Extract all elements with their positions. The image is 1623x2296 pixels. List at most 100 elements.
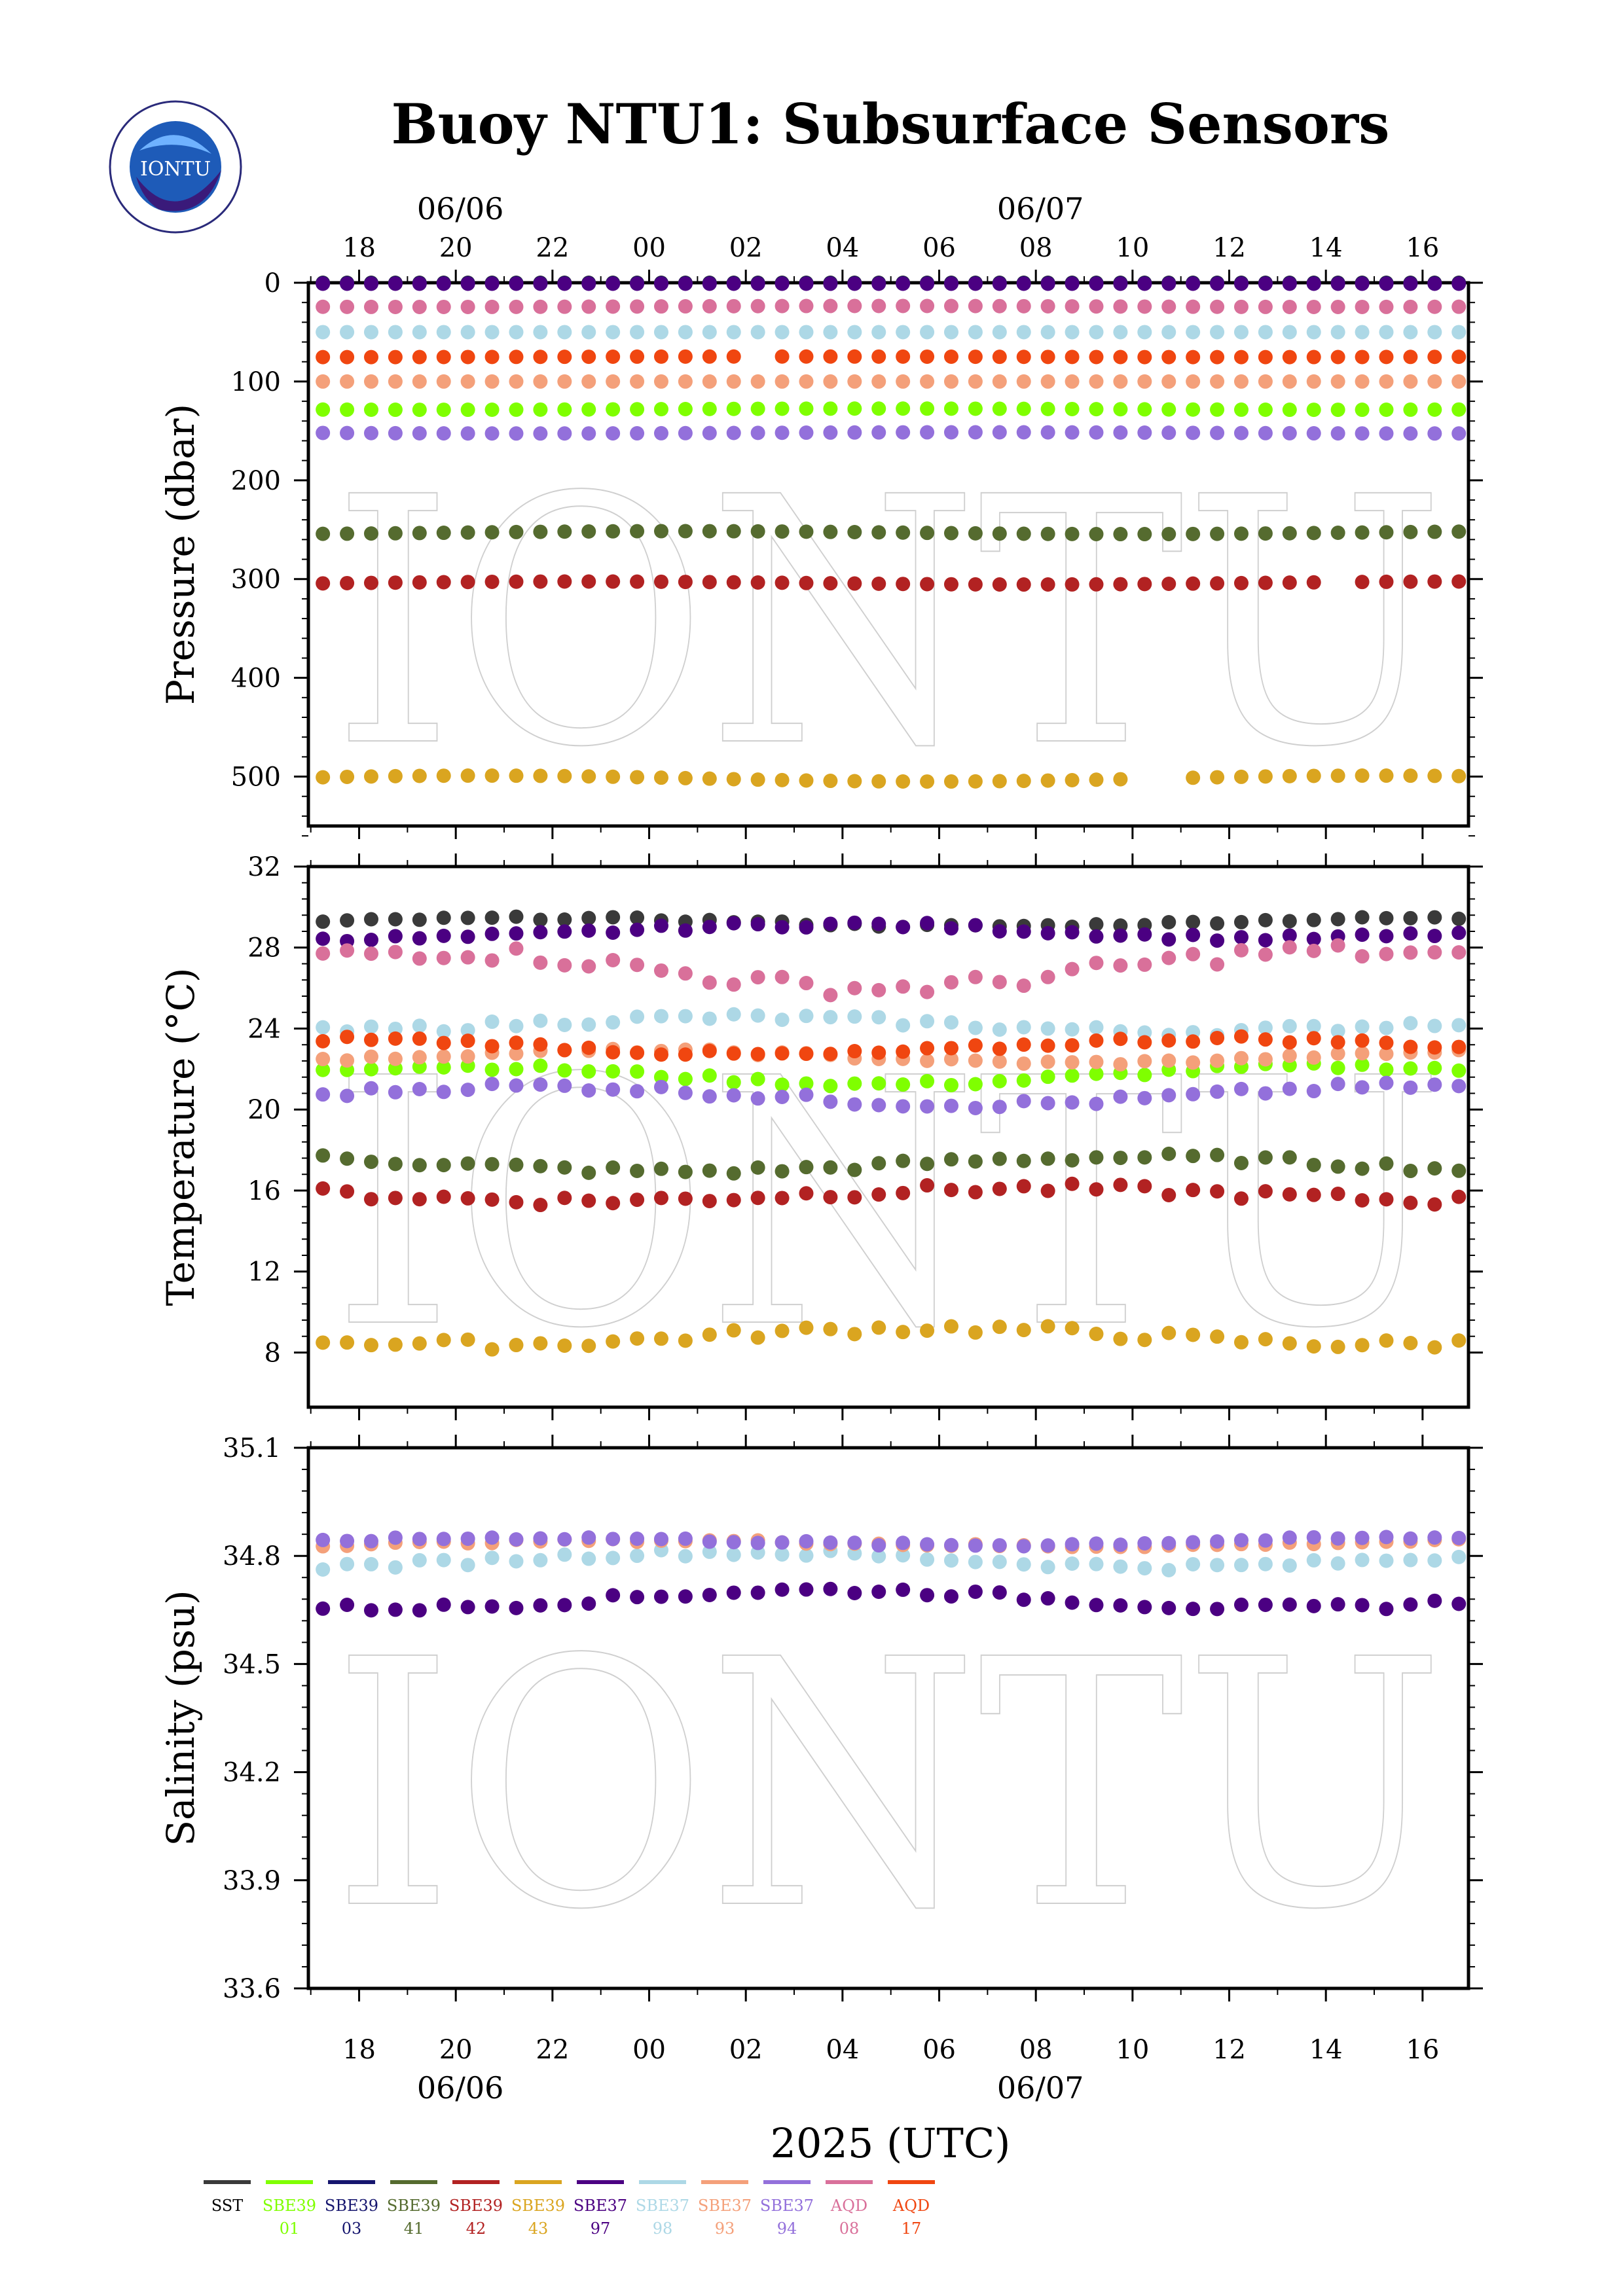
data-point (436, 1049, 451, 1064)
data-point (1089, 1182, 1104, 1197)
watermark-text: IONTU (332, 1006, 1445, 1403)
data-point (653, 574, 668, 589)
data-point (1161, 1053, 1176, 1068)
data-point (1258, 350, 1273, 365)
data-point (581, 350, 596, 365)
data-point (1233, 325, 1249, 340)
data-point (943, 1052, 958, 1067)
data-point (1016, 1592, 1031, 1607)
data-point (1233, 1155, 1249, 1170)
data-point (1258, 325, 1273, 340)
data-point (775, 298, 790, 314)
data-point (1040, 1096, 1055, 1111)
data-point (1306, 931, 1321, 946)
data-point (1065, 1022, 1080, 1037)
data-point (871, 525, 886, 540)
data-point (1258, 1332, 1273, 1347)
data-point (606, 1160, 621, 1175)
data-point (581, 574, 596, 589)
data-point (1258, 933, 1273, 948)
data-point (847, 1097, 862, 1112)
data-point (484, 1599, 500, 1614)
data-point (1040, 1021, 1055, 1036)
data-point (678, 1047, 693, 1062)
data-point (436, 1597, 451, 1612)
data-point (943, 374, 958, 389)
data-point (943, 401, 958, 416)
data-point (412, 768, 427, 783)
data-point (1282, 299, 1297, 314)
data-point (799, 1582, 814, 1597)
data-point (316, 1181, 331, 1196)
data-point (412, 403, 427, 418)
data-point (653, 1069, 668, 1085)
data-point (484, 374, 500, 389)
data-point (316, 1601, 331, 1616)
data-point (896, 1099, 911, 1114)
data-point (678, 401, 693, 416)
data-point (1040, 1038, 1055, 1053)
data-point (557, 524, 572, 539)
data-point (484, 1014, 500, 1030)
data-point (606, 925, 621, 941)
data-point (726, 401, 741, 416)
data-point (412, 1192, 427, 1207)
data-point (1282, 425, 1297, 440)
data-point (1065, 1068, 1080, 1083)
data-point (436, 374, 451, 389)
data-point (726, 374, 741, 389)
watermark-text: IONTU (332, 1587, 1445, 1984)
x-tick-label-top: 12 (1213, 233, 1246, 263)
y-tick-label: 200 (231, 466, 281, 496)
data-point (678, 374, 693, 389)
data-point (726, 524, 741, 539)
data-point (1016, 325, 1031, 340)
data-point (606, 910, 621, 925)
data-point (436, 350, 451, 365)
data-point (1282, 1558, 1297, 1573)
data-point (992, 1538, 1007, 1553)
data-point (1282, 374, 1297, 389)
y-tick-label: 34.5 (223, 1649, 281, 1679)
x-tick-label-bottom: 08 (1019, 2035, 1053, 2065)
data-point (823, 1321, 838, 1336)
data-point (460, 525, 475, 540)
data-point (799, 1087, 814, 1102)
data-point (412, 951, 427, 966)
data-point (1016, 1179, 1031, 1194)
data-point (316, 402, 331, 417)
data-point (992, 1100, 1007, 1115)
data-point (1355, 1046, 1370, 1061)
data-point (1186, 1535, 1201, 1550)
data-point (412, 426, 427, 441)
data-point (943, 1537, 958, 1552)
data-point (1330, 912, 1345, 927)
data-point (340, 1534, 355, 1549)
data-point (920, 1178, 935, 1193)
data-point (412, 299, 427, 314)
data-point (847, 1162, 862, 1177)
data-point (1210, 1053, 1225, 1068)
data-point (581, 1083, 596, 1098)
data-point (1137, 1333, 1152, 1348)
data-point (316, 1052, 331, 1067)
data-point (630, 402, 645, 417)
data-point (316, 350, 331, 365)
data-point (920, 1014, 935, 1029)
data-point (509, 1018, 524, 1033)
data-point (653, 1009, 668, 1024)
data-point (1186, 927, 1201, 942)
data-point (1258, 402, 1273, 417)
data-point (750, 401, 765, 416)
data-point (1403, 1597, 1418, 1612)
data-point (533, 374, 548, 389)
data-point (340, 1598, 355, 1613)
data-point (1186, 1149, 1201, 1164)
data-point (702, 276, 717, 291)
data-point (896, 298, 911, 314)
data-point (823, 298, 838, 314)
data-point (1306, 1031, 1321, 1046)
data-point (460, 1600, 475, 1615)
data-point (581, 769, 596, 784)
data-point (1282, 1187, 1297, 1202)
